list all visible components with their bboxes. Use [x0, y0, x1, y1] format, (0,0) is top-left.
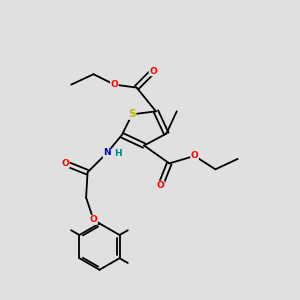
Text: O: O	[61, 159, 69, 168]
Text: O: O	[157, 181, 164, 190]
Text: O: O	[191, 152, 199, 160]
Text: S: S	[128, 109, 136, 119]
Text: H: H	[114, 149, 122, 158]
Text: N: N	[103, 148, 111, 158]
Text: O: O	[90, 215, 98, 224]
Text: O: O	[149, 67, 157, 76]
Text: O: O	[110, 80, 118, 89]
